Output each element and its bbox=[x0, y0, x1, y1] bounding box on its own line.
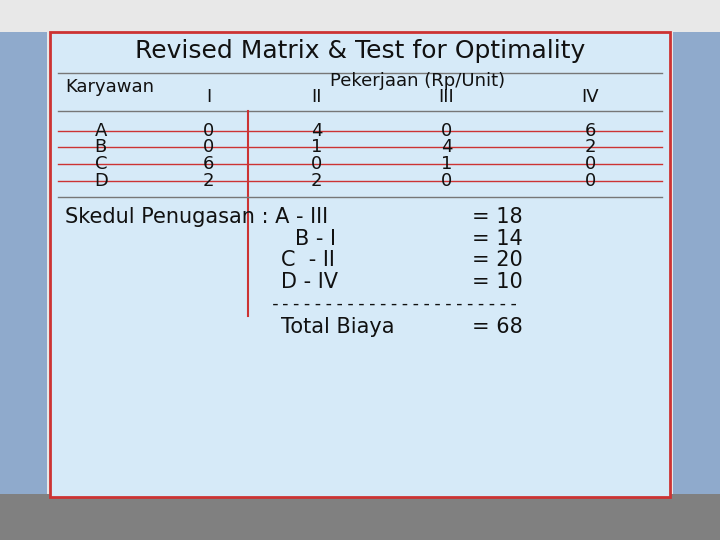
FancyBboxPatch shape bbox=[50, 32, 670, 497]
Text: III: III bbox=[438, 88, 454, 106]
Text: 1: 1 bbox=[311, 138, 323, 157]
Bar bbox=[0, 494, 720, 540]
Text: 2: 2 bbox=[311, 172, 323, 190]
Text: C: C bbox=[94, 155, 107, 173]
Text: 0: 0 bbox=[585, 172, 596, 190]
Text: D: D bbox=[94, 172, 108, 190]
Text: 6: 6 bbox=[585, 122, 596, 140]
Text: = 14: = 14 bbox=[472, 228, 522, 249]
Text: 4: 4 bbox=[311, 122, 323, 140]
Text: IV: IV bbox=[582, 88, 599, 106]
Text: 1: 1 bbox=[441, 155, 452, 173]
Text: Karyawan: Karyawan bbox=[65, 78, 154, 97]
Text: 6: 6 bbox=[203, 155, 215, 173]
Text: II: II bbox=[312, 88, 322, 106]
Text: Revised Matrix & Test for Optimality: Revised Matrix & Test for Optimality bbox=[135, 39, 585, 63]
Text: 2: 2 bbox=[585, 138, 596, 157]
Text: 0: 0 bbox=[585, 155, 596, 173]
Text: 0: 0 bbox=[311, 155, 323, 173]
Text: Skedul Penugasan : A - III: Skedul Penugasan : A - III bbox=[65, 207, 328, 227]
Text: Total Biaya: Total Biaya bbox=[281, 316, 395, 337]
Text: 0: 0 bbox=[441, 122, 452, 140]
Text: = 18: = 18 bbox=[472, 207, 522, 227]
Text: A: A bbox=[94, 122, 107, 140]
Text: 0: 0 bbox=[203, 138, 215, 157]
Text: 0: 0 bbox=[203, 122, 215, 140]
Text: = 68: = 68 bbox=[472, 316, 522, 337]
Text: = 10: = 10 bbox=[472, 272, 522, 292]
Text: I: I bbox=[206, 88, 212, 106]
Text: C  - II: C - II bbox=[281, 250, 335, 271]
Text: 0: 0 bbox=[441, 172, 452, 190]
Text: 2: 2 bbox=[203, 172, 215, 190]
Text: 4: 4 bbox=[441, 138, 452, 157]
Text: B: B bbox=[94, 138, 107, 157]
Text: = 20: = 20 bbox=[472, 250, 522, 271]
Bar bbox=[0, 32, 47, 494]
Text: -----------------------: ----------------------- bbox=[270, 294, 520, 313]
Text: B - I: B - I bbox=[295, 228, 336, 249]
Text: Pekerjaan (Rp/Unit): Pekerjaan (Rp/Unit) bbox=[330, 72, 505, 90]
Bar bbox=[673, 32, 720, 494]
Text: D - IV: D - IV bbox=[281, 272, 338, 292]
